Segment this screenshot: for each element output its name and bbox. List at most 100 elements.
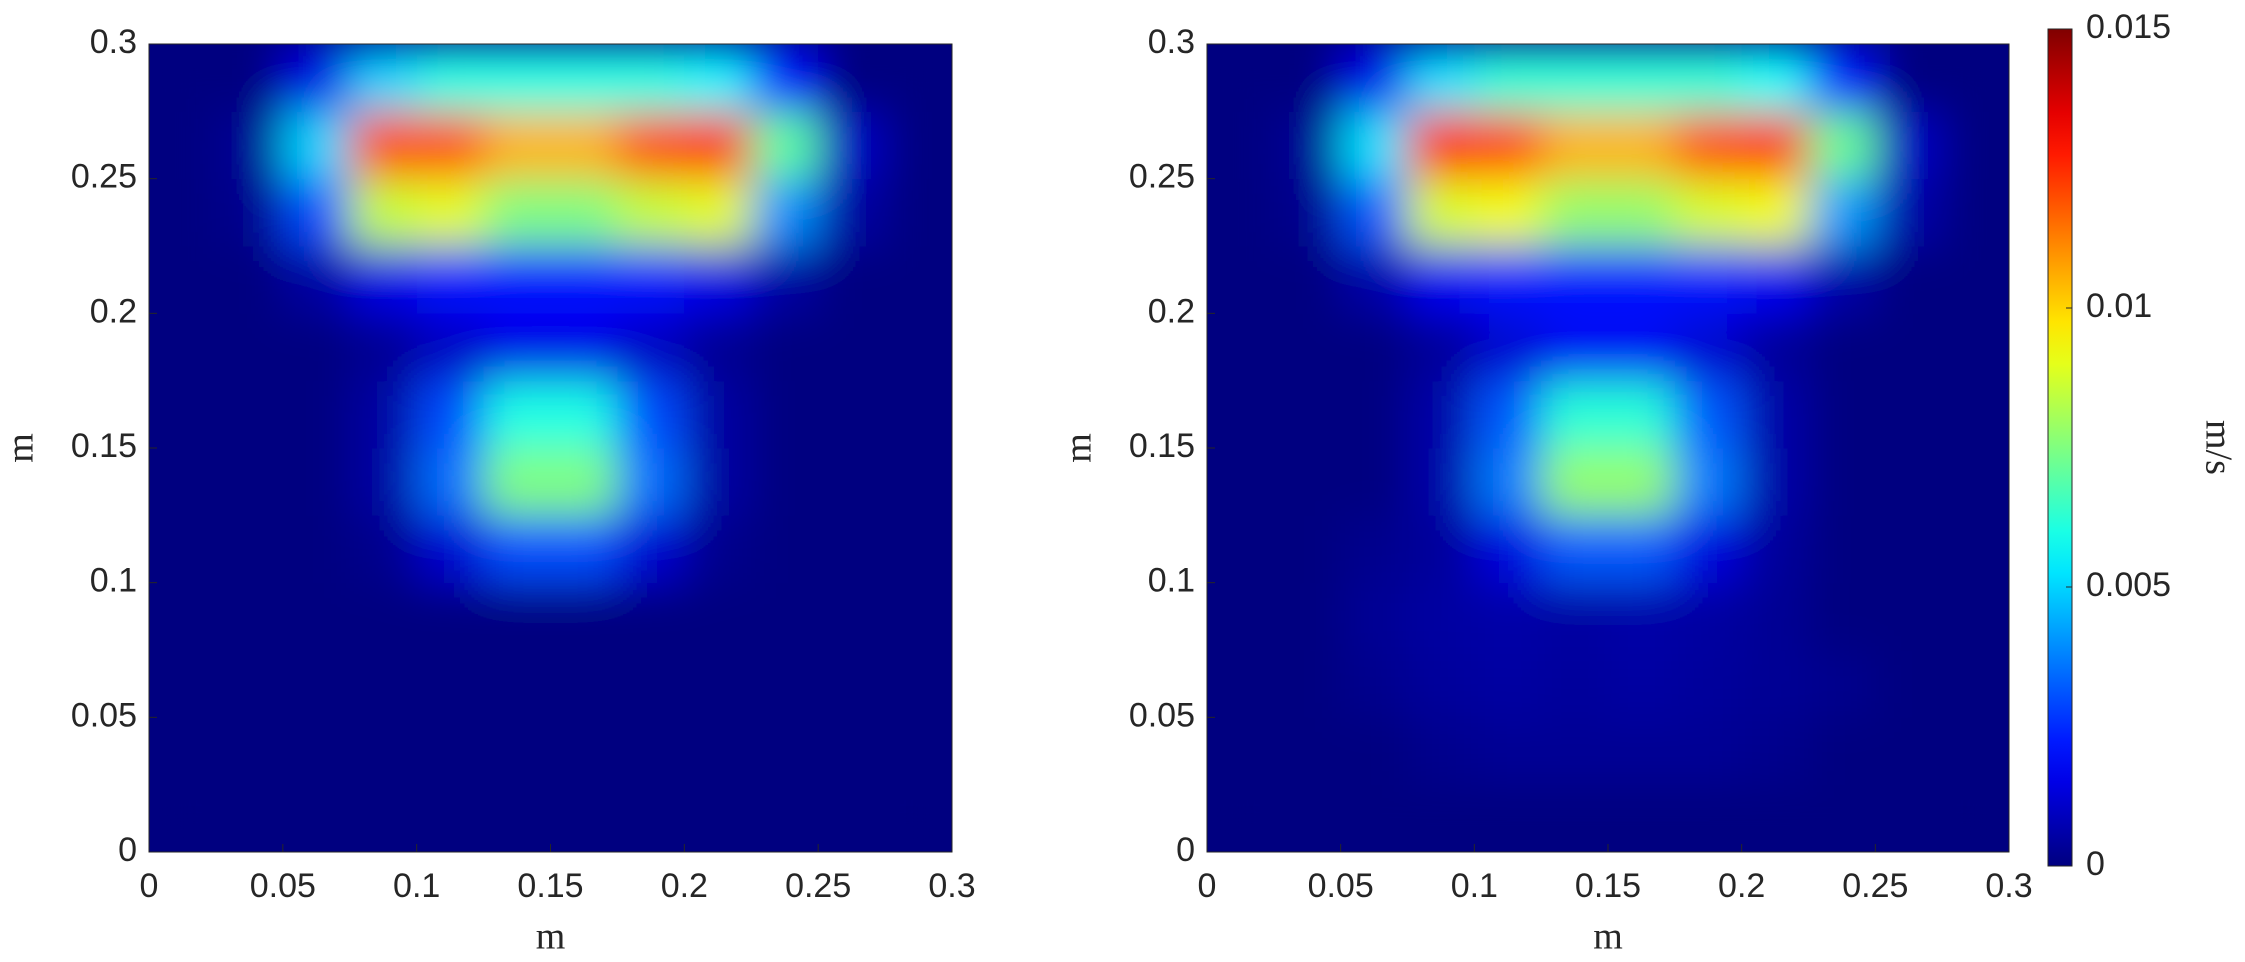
y-tick-label: 0.05 (71, 696, 137, 734)
heatmap-cell (751, 313, 819, 382)
heatmap-cell (1273, 44, 1342, 112)
heatmap-cell (1273, 111, 1342, 180)
y-tick-label: 0.2 (1148, 292, 1195, 330)
heatmap-cell (1474, 111, 1542, 180)
heatmap-cell (550, 448, 618, 516)
x-tick-label: 0 (140, 867, 159, 905)
heatmap-cell (684, 380, 752, 449)
heatmap-cell (282, 313, 351, 382)
heatmap-cell (483, 717, 551, 786)
heatmap-cell (1207, 313, 1275, 382)
heatmap-cell (818, 784, 886, 852)
heatmap-cell (1942, 784, 2009, 852)
heatmap-cell (483, 44, 551, 112)
heatmap-cell (617, 650, 685, 718)
heatmap-cell (1875, 717, 1943, 786)
heatmap-cell (416, 44, 485, 112)
heatmap-cell (349, 448, 418, 516)
heatmap-cell (751, 448, 819, 516)
heatmap-cell (1474, 178, 1542, 247)
heatmap-cell (1608, 111, 1676, 180)
x-tick-label: 0.1 (1451, 867, 1498, 905)
heatmap-cell (1474, 717, 1542, 786)
heatmap-cell (149, 448, 217, 516)
heatmap-cell (1273, 380, 1342, 449)
heatmap-cell (1674, 717, 1743, 786)
heatmap-cell (1407, 44, 1475, 112)
heatmap-cell (1340, 582, 1408, 651)
heatmap-cell (416, 515, 485, 584)
heatmap-cell (1340, 515, 1408, 584)
x-axis-label: m (1593, 916, 1623, 958)
heatmap-cell (617, 582, 685, 651)
heatmap-cell (282, 448, 351, 516)
plot-area (1207, 44, 2009, 852)
heatmap-cell (885, 650, 952, 718)
heatmap-cell (1207, 44, 1275, 112)
heatmap-cell (1741, 380, 1809, 449)
heatmap-cell (416, 582, 485, 651)
heatmap-cell (282, 650, 351, 718)
heatmap-cell (1340, 111, 1408, 180)
heatmap-cell (818, 246, 886, 314)
heatmap-cell (1942, 111, 2009, 180)
heatmap-cell (885, 582, 952, 651)
heatmap-cell (483, 380, 551, 449)
heatmap-cell (550, 784, 618, 852)
y-tick-label: 0.25 (1129, 158, 1195, 196)
heatmap-cell (1207, 784, 1275, 852)
heatmap-cell (1875, 515, 1943, 584)
heatmap-cell (1808, 582, 1876, 651)
heatmap-cell (885, 784, 952, 852)
heatmap-cell (1741, 582, 1809, 651)
heatmap-cell (751, 178, 819, 247)
heatmap-cell (1808, 717, 1876, 786)
heatmap-cell (751, 111, 819, 180)
heatmap-cell (1541, 448, 1609, 516)
heatmap-cell (885, 178, 952, 247)
heatmap-cell (483, 111, 551, 180)
heatmap-cell (550, 650, 618, 718)
heatmap-cell (1340, 44, 1408, 112)
heatmap-cell (1340, 313, 1408, 382)
heatmap-cell (1207, 246, 1275, 314)
heatmap-cell (818, 313, 886, 382)
heatmap-cell (1741, 178, 1809, 247)
heatmap-cell (617, 448, 685, 516)
heatmap-cell (349, 380, 418, 449)
heatmap-cell (349, 582, 418, 651)
heatmap-cell (1273, 784, 1342, 852)
heatmap-cell (1608, 717, 1676, 786)
heatmap-cell (684, 246, 752, 314)
heatmap-cell (885, 448, 952, 516)
heatmap-cell (282, 515, 351, 584)
heatmap-cell (149, 44, 217, 112)
heatmap-cell (282, 784, 351, 852)
heatmap-cell (149, 717, 217, 786)
heatmap-cell (215, 313, 284, 382)
y-tick-label: 0.15 (1129, 427, 1195, 465)
heatmap-cell (215, 246, 284, 314)
heatmap-cell (617, 313, 685, 382)
heatmap-cell (349, 515, 418, 584)
heatmap (1207, 44, 2009, 852)
heatmap-cell (1808, 650, 1876, 718)
heatmap-cell (1875, 380, 1943, 449)
heatmap-cell (282, 582, 351, 651)
heatmap-cell (1808, 246, 1876, 314)
heatmap-cell (1942, 582, 2009, 651)
heatmap-cell (416, 313, 485, 382)
heatmap-cell (1541, 111, 1609, 180)
heatmap-cell (885, 380, 952, 449)
heatmap-cell (282, 717, 351, 786)
heatmap-cell (1407, 380, 1475, 449)
heatmap-cell (818, 448, 886, 516)
heatmap-cell (483, 515, 551, 584)
heatmap-cell (1808, 44, 1876, 112)
heatmap-cell (149, 515, 217, 584)
heatmap-cell (215, 717, 284, 786)
heatmap-cell (483, 784, 551, 852)
heatmap-cell (617, 178, 685, 247)
x-tick-label: 0.2 (1718, 867, 1765, 905)
heatmap-cell (818, 178, 886, 247)
